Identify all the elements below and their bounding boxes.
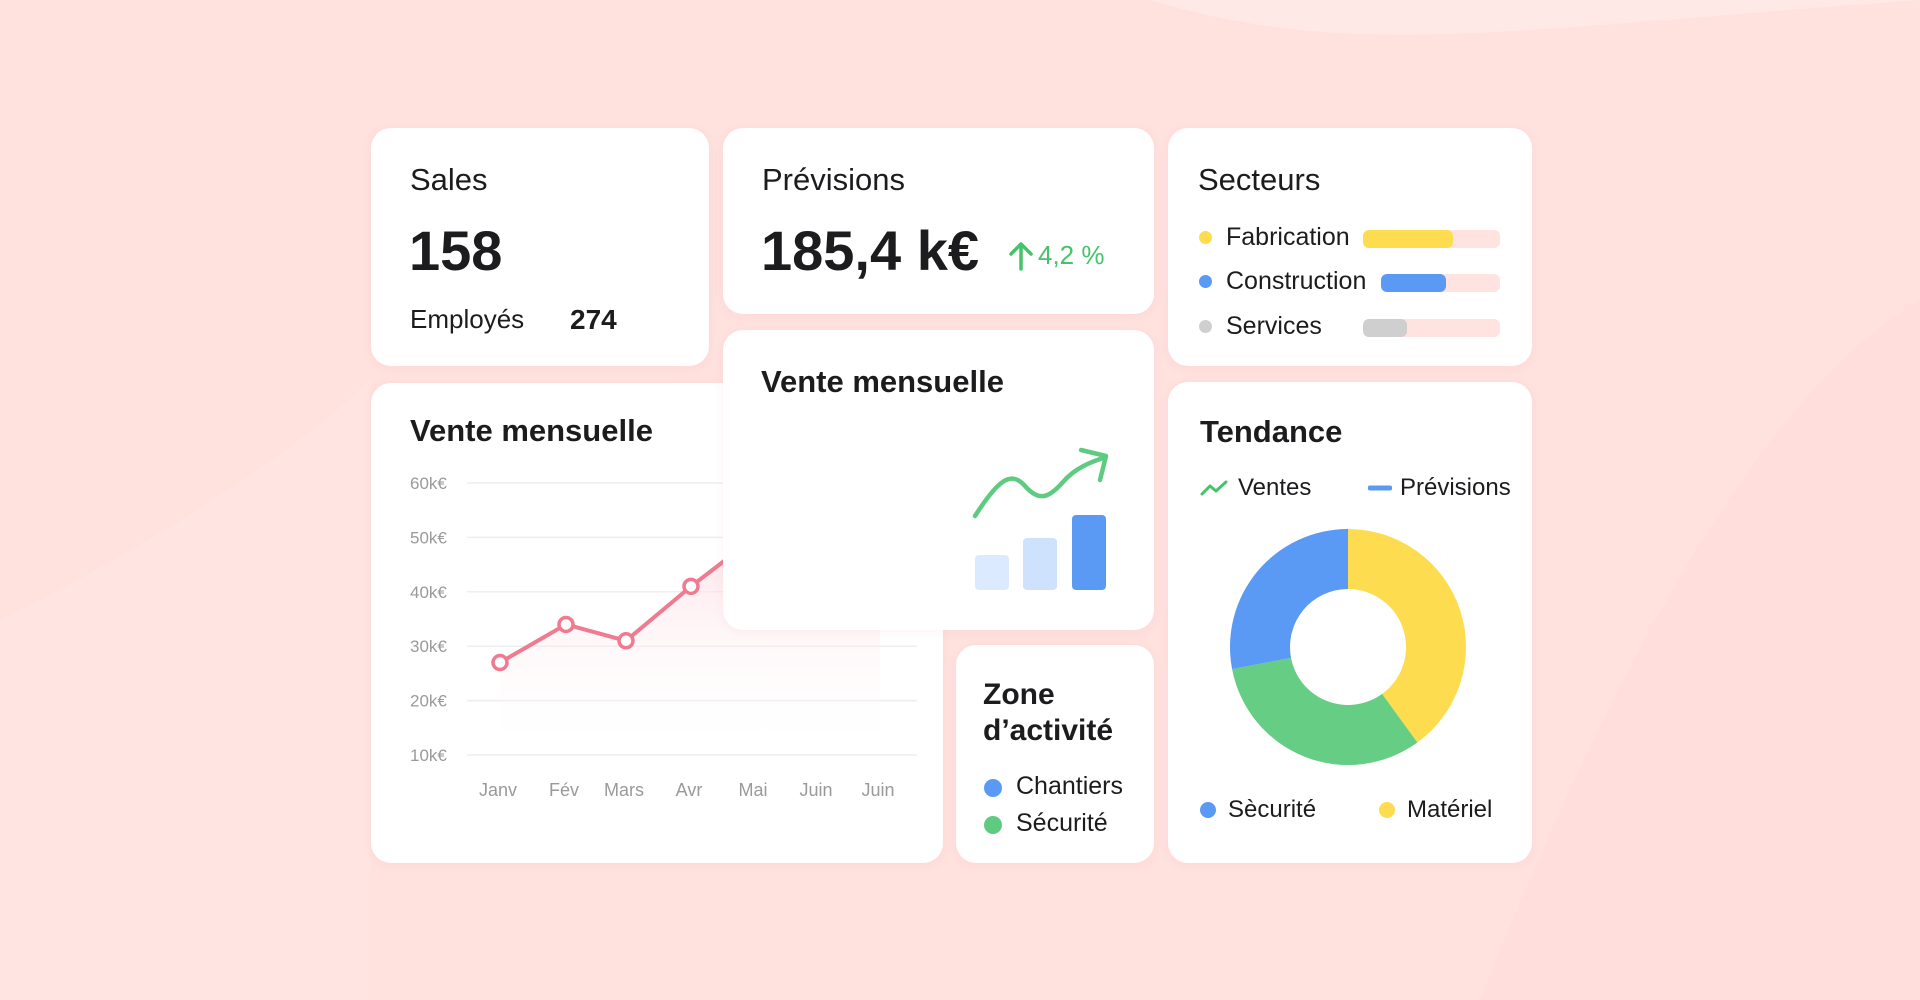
forecast-value: 185,4 k€ — [761, 219, 979, 282]
sector-row: Construction — [1199, 266, 1519, 296]
growth-bar — [1023, 538, 1057, 590]
sector-bar — [1363, 230, 1500, 248]
legend-ventes-label: Ventes — [1238, 474, 1312, 501]
x-tick-label: Juin — [861, 780, 894, 800]
zone-label: Chantiers — [1016, 772, 1123, 800]
x-tick-label: Juin — [799, 780, 832, 800]
activity-zone-card: Zone d’activité Chantiers Sécurité — [956, 645, 1154, 863]
data-point — [491, 653, 509, 672]
x-tick-label: Mars — [604, 780, 644, 800]
y-tick-label: 60k€ — [410, 474, 447, 493]
sector-dot — [1199, 231, 1212, 244]
sales-card: Sales 158 Employés 274 — [371, 128, 709, 366]
trend-card: Tendance Ventes Prévisions Sècurité Maté… — [1168, 382, 1532, 863]
growth-arrowhead — [1078, 447, 1109, 483]
y-tick-label: 50k€ — [410, 528, 447, 547]
sector-bar-fill — [1381, 274, 1447, 292]
y-tick-label: 30k€ — [410, 637, 447, 656]
employees-value: 274 — [570, 304, 617, 335]
sales-title: Sales — [410, 162, 488, 197]
monthly-chart-title: Vente mensuelle — [410, 413, 653, 448]
sector-row: Fabrication — [1199, 222, 1519, 252]
sales-value: 158 — [409, 219, 503, 282]
growth-arrow — [972, 455, 1106, 519]
legend-dot — [1200, 802, 1216, 818]
legend-previsions-label: Prévisions — [1400, 474, 1511, 501]
forecast-title: Prévisions — [762, 162, 905, 197]
sector-bar-fill — [1363, 319, 1407, 337]
data-point — [682, 577, 700, 596]
data-point — [557, 615, 575, 634]
sector-label: Fabrication — [1226, 223, 1350, 251]
y-tick-label: 10k€ — [410, 746, 447, 765]
x-tick-label: Mai — [738, 780, 767, 800]
sector-row: Services — [1199, 311, 1519, 341]
sector-dot — [1199, 275, 1212, 288]
donut-slice — [1348, 529, 1466, 743]
legend-dot — [1379, 802, 1395, 818]
dash-icon — [1368, 485, 1392, 491]
donut-legend-label: Sècurité — [1228, 796, 1317, 823]
growth-bar — [975, 555, 1009, 590]
x-tick-label: Avr — [676, 780, 703, 800]
donut-slice — [1230, 529, 1348, 670]
trend-title: Tendance — [1200, 414, 1343, 449]
sectors-title: Secteurs — [1198, 162, 1321, 197]
sector-label: Construction — [1226, 267, 1367, 295]
sectors-card: Secteurs Fabrication Construction Servic… — [1168, 128, 1532, 366]
zone-label: Sécurité — [1016, 809, 1108, 837]
monthly-sales-summary-card: Vente mensuelle — [723, 330, 1154, 630]
sector-bar-fill — [1363, 230, 1454, 248]
sector-bar — [1363, 319, 1500, 337]
x-tick-label: Fév — [549, 780, 579, 800]
activity-zone-title: Zone d’activité — [983, 678, 1114, 747]
growth-bar — [1072, 515, 1106, 590]
sector-bar — [1381, 274, 1500, 292]
arrow-up-icon — [1009, 241, 1033, 271]
donut-legend-item: Matériel — [1379, 796, 1492, 824]
donut-legend-item: Sècurité — [1200, 796, 1316, 824]
forecast-card: Prévisions 185,4 k€ 4,2 % — [723, 128, 1154, 314]
zone-dot — [984, 816, 1002, 834]
sector-dot — [1199, 320, 1212, 333]
sector-label: Services — [1226, 312, 1322, 340]
legend-ventes: Ventes — [1200, 474, 1311, 502]
trend-line-icon — [1200, 480, 1228, 496]
trend-donut-chart — [1230, 529, 1466, 765]
forecast-trend-value: 4,2 % — [1038, 240, 1105, 270]
forecast-trend: 4,2 % — [1008, 240, 1105, 271]
legend-previsions: Prévisions — [1368, 474, 1511, 502]
growth-chart-icon — [972, 447, 1109, 590]
y-tick-label: 20k€ — [410, 692, 447, 711]
y-tick-label: 40k€ — [410, 583, 447, 602]
data-point — [617, 632, 635, 650]
donut-legend-label: Matériel — [1407, 796, 1493, 823]
zone-dot — [984, 779, 1002, 797]
donut-slice — [1232, 657, 1418, 765]
employees-label: Employés — [410, 304, 525, 334]
x-tick-label: Janv — [479, 780, 517, 800]
monthly-summary-title: Vente mensuelle — [761, 364, 1004, 399]
